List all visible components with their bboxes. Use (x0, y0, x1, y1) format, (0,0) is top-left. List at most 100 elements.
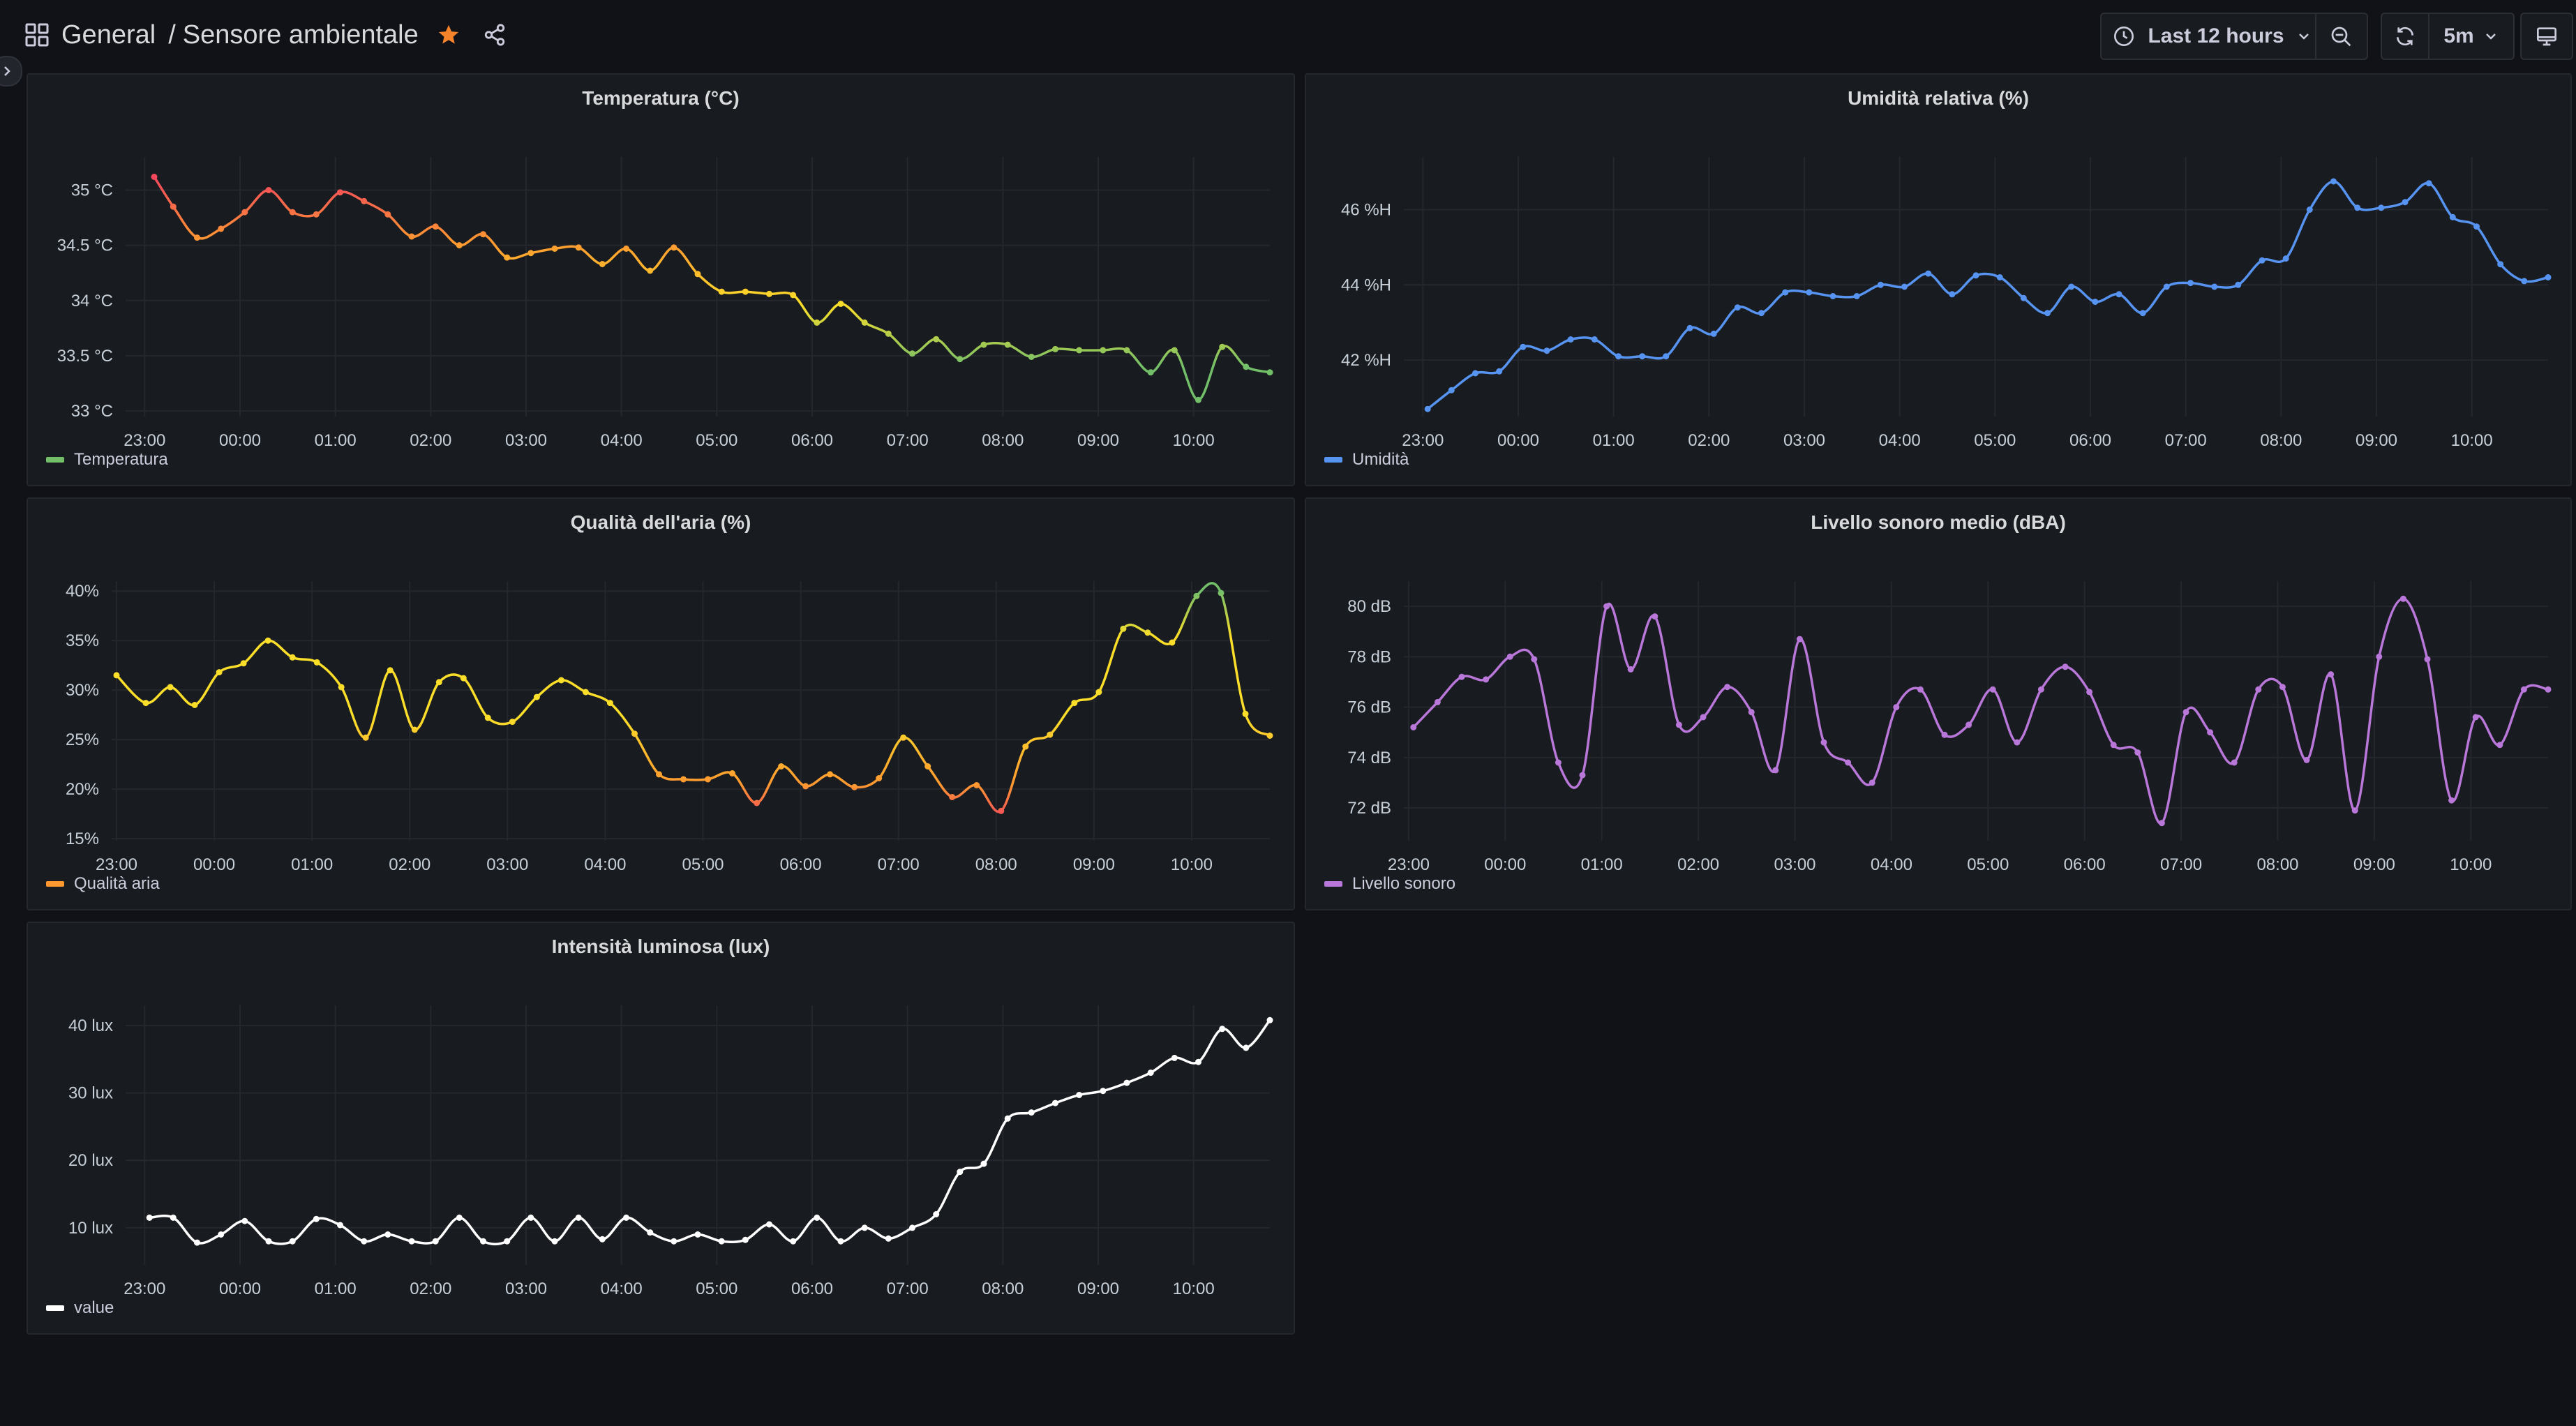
data-point (2163, 283, 2170, 290)
legend[interactable]: Umidità (1324, 450, 1409, 470)
zoom-out-button[interactable] (2316, 14, 2365, 59)
data-point (289, 209, 296, 216)
x-tick-label: 06:00 (791, 431, 833, 450)
data-point (2158, 820, 2165, 827)
panel-sound-level[interactable]: Livello sonoro medio (dBA) 72 dB 74 dB 76 … (1305, 497, 2572, 910)
kiosk-button[interactable] (2520, 13, 2573, 60)
data-point (1686, 324, 1693, 331)
data-point (2134, 749, 2141, 756)
data-point (509, 719, 516, 726)
sidebar-toggle-button[interactable] (0, 56, 22, 87)
x-tick-label: 08:00 (975, 855, 1017, 874)
data-point (1100, 1088, 1107, 1095)
data-point (599, 261, 606, 267)
data-point (861, 319, 868, 326)
refresh-interval-picker[interactable]: 5m (2429, 14, 2512, 59)
data-point (218, 1231, 225, 1238)
star-icon[interactable] (437, 23, 460, 47)
data-point (2521, 278, 2528, 285)
x-tick-label: 07:00 (887, 431, 929, 450)
light-intensity-chart[interactable]: 10 lux 20 lux 30 lux 40 lux 23:00 00:00 01:00 0… (28, 923, 1296, 1336)
panel-light-intensity[interactable]: Intensità luminosa (lux) 10 lux 20 lux 30 … (27, 922, 1295, 1335)
data-point (151, 174, 158, 180)
data-point (2037, 686, 2044, 693)
data-point (432, 223, 439, 230)
legend[interactable]: Temperatura (46, 450, 168, 470)
data-point (2402, 199, 2409, 206)
sound-level-chart[interactable]: 72 dB 74 dB 76 dB 78 dB 80 dB 23:00 00:00 01:00… (1306, 499, 2573, 912)
series-line (153, 176, 1271, 402)
data-point (909, 350, 915, 357)
data-point (575, 244, 582, 251)
y-tick-label: 35 °C (71, 181, 113, 200)
data-point (1144, 629, 1151, 636)
data-point (729, 770, 735, 776)
dashboard-title[interactable]: Sensore ambientale (182, 20, 419, 50)
x-tick-label: 09:00 (1073, 855, 1115, 874)
data-point (1243, 363, 1250, 370)
data-point (1266, 733, 1273, 739)
data-point (1195, 396, 1201, 403)
panel-title[interactable]: Temperatura (°C) (582, 87, 740, 109)
data-point (998, 807, 1005, 814)
data-point (1700, 714, 1707, 721)
data-point (1047, 731, 1054, 738)
grid-icon[interactable] (25, 23, 49, 47)
x-tick-label: 00:00 (219, 1279, 261, 1298)
x-tick-label: 03:00 (1783, 431, 1825, 450)
panel-temperature[interactable]: Temperatura (°C) 33 °C 33.5 °C 34 °C 34.5 °… (27, 73, 1295, 486)
kiosk-button-inner[interactable] (2522, 14, 2572, 59)
data-point (1627, 666, 1634, 673)
breadcrumb-separator: / (168, 20, 176, 50)
data-point (1772, 767, 1779, 774)
humidity-chart[interactable]: 42 %H 44 %H 46 %H 23:00 00:00 01:00 02:00 03:00… (1306, 75, 2573, 488)
share-icon[interactable] (483, 23, 507, 47)
data-point (1555, 759, 1562, 766)
data-point (2068, 283, 2075, 290)
data-point (1567, 336, 1574, 343)
data-point (216, 669, 223, 676)
data-point (606, 700, 613, 707)
data-point (2448, 797, 2455, 804)
data-point (1052, 1099, 1058, 1106)
data-point (1543, 347, 1550, 354)
data-point (1219, 343, 1226, 350)
panel-air-quality[interactable]: Qualità dell'aria (%) 15% 20% 25% 30% 35% 40%… (27, 497, 1295, 910)
panel-title[interactable]: Umidità relativa (%) (1848, 87, 2029, 109)
data-point (680, 776, 687, 783)
data-point (387, 667, 394, 674)
breadcrumb-folder[interactable]: General (61, 20, 156, 50)
x-tick-label: 03:00 (505, 431, 547, 450)
panel-humidity[interactable]: Umidità relativa (%) 42 %H 44 %H 46 %H 23:0… (1305, 73, 2572, 486)
panel-title[interactable]: Intensità luminosa (lux) (551, 936, 770, 957)
data-point (2520, 686, 2527, 693)
zoom-out-icon (2330, 25, 2352, 47)
legend[interactable]: value (46, 1298, 114, 1318)
data-point (289, 654, 296, 661)
panel-title[interactable]: Livello sonoro medio (dBA) (1811, 511, 2066, 533)
legend[interactable]: Qualità aria (46, 874, 160, 894)
data-point (2092, 299, 2099, 306)
x-tick-label: 01:00 (315, 1279, 357, 1298)
temperature-chart[interactable]: 33 °C 33.5 °C 34 °C 34.5 °C 35 °C 23:00 00:00 0… (28, 75, 1296, 488)
data-point (885, 1235, 892, 1242)
data-point (656, 771, 662, 778)
x-tick-label: 04:00 (1871, 855, 1912, 874)
x-tick-label: 09:00 (2356, 431, 2397, 450)
x-tick-label: 00:00 (1497, 431, 1539, 450)
refresh-button[interactable] (2382, 14, 2428, 59)
panel-title[interactable]: Qualità dell'aria (%) (570, 511, 751, 533)
data-point (671, 1238, 677, 1245)
data-point (1615, 353, 1622, 360)
data-point (194, 234, 200, 241)
legend[interactable]: Livello sonoro (1324, 874, 1455, 894)
x-tick-label: 00:00 (219, 431, 261, 450)
data-point (1734, 304, 1741, 311)
x-tick-label: 23:00 (1402, 431, 1444, 450)
time-range-picker[interactable]: Last 12 hours (2102, 14, 2315, 59)
legend-swatch (46, 881, 64, 887)
data-point (527, 1214, 534, 1221)
x-tick-label: 08:00 (2256, 855, 2298, 874)
air-quality-chart[interactable]: 15% 20% 25% 30% 35% 40% 23:00 00:00 01:00 02:00 03… (28, 499, 1296, 912)
data-point (1483, 676, 1490, 683)
